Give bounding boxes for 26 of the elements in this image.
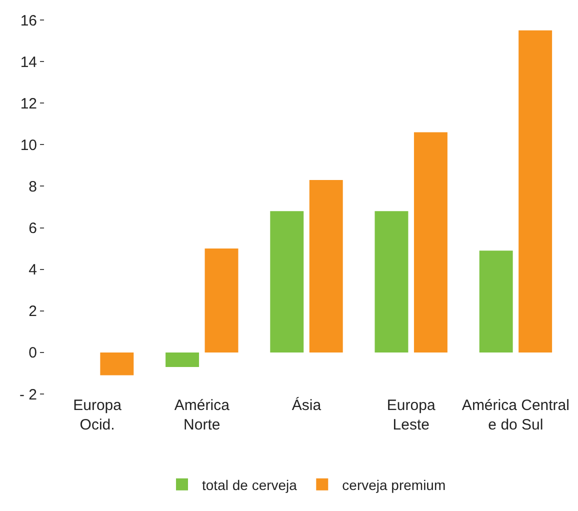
legend-label: cerveja premium	[342, 476, 446, 493]
bar	[309, 180, 343, 352]
x-tick-label: Ásia	[292, 396, 322, 414]
x-tick-label: América Central e do Sul	[462, 397, 570, 434]
y-tick-label: 6	[28, 220, 37, 238]
x-tick-label: Europa Ocid.	[73, 397, 122, 434]
bar	[479, 250, 513, 352]
bar	[518, 30, 552, 352]
bar	[270, 211, 304, 352]
x-tick-label: Europa Leste	[386, 397, 436, 434]
legend-label: total de cerveja	[202, 476, 298, 493]
bar	[100, 352, 134, 376]
y-tick-label: 0	[28, 344, 37, 362]
bar	[166, 352, 200, 367]
y-tick-label: - 2	[19, 386, 37, 404]
y-tick-label: 8	[28, 178, 37, 196]
bar	[374, 211, 408, 352]
y-tick-label: 2	[28, 303, 37, 320]
y-tick-label: 10	[20, 136, 37, 154]
y-tick-label: 16	[20, 12, 37, 30]
y-tick-label: 14	[20, 54, 37, 71]
bar	[414, 132, 448, 352]
x-tick-label: América Norte	[174, 397, 230, 434]
y-tick-label: 12	[20, 95, 37, 112]
y-tick-label: 4	[28, 262, 37, 279]
bar	[204, 248, 238, 352]
